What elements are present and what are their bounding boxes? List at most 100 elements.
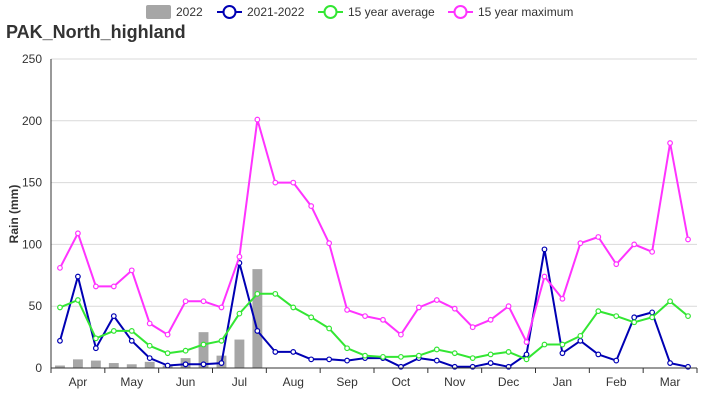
y-tick-label: 250 [22,52,42,66]
series-15-year-maximum-point [505,303,512,310]
y-tick-label: 50 [29,299,43,313]
series-2021-2022-line [59,248,689,368]
series-15-year-maximum-point [254,116,261,123]
series-15-year-average-point [290,304,297,311]
legend-item-15-year-maximum[interactable]: 15 year maximum [448,5,573,19]
legend[interactable]: 2022 2021-2022 15 year average 15 year maxi… [146,5,573,19]
series-15-year-maximum-point [344,307,350,313]
x-tick-label: Mar [660,375,681,389]
bar-2022 [126,364,137,368]
series-15-year-average-point [631,319,638,326]
series-2021-2022-point [254,328,261,334]
series-15-year-average-point [272,290,279,297]
series-15-year-maximum-point [487,316,494,323]
series-2021-2022-point [92,345,99,352]
series-15-year-average-point [541,341,548,348]
series-15-year-average-point [380,353,386,360]
legend-swatch-marker [222,5,237,19]
series-2021-2022-point [290,349,297,355]
series-15-year-maximum-point [559,295,566,302]
bar-2022 [108,363,119,368]
x-tick-label: Oct [392,375,411,389]
series-2021-2022-point [146,355,153,362]
series-15-year-average-point [362,352,368,359]
series-15-year-maximum-point [631,241,638,248]
series-15-year-average-point [218,337,225,344]
series-15-year-average-point [254,290,261,297]
x-tick-label: Feb [606,375,627,389]
bar-2022 [234,339,245,368]
series-15-year-maximum-point [236,253,243,260]
legend-item-15-year-average[interactable]: 15 year average [318,5,435,19]
series-15-year-average-point [128,328,135,334]
x-tick-label: Sep [336,375,358,389]
series-15-year-average-point [75,297,81,303]
series-15-year-maximum-point [110,283,117,290]
x-tick-label: Jul [232,375,247,389]
series-2021-2022-point [57,337,63,344]
x-tick-label: Apr [69,375,88,389]
series-15-year-average-point [559,341,566,348]
legend-swatch-marker [453,5,468,19]
bar-2022 [252,269,263,368]
series-2021-2022-point [577,337,584,344]
series-15-year-average-point [326,325,333,332]
series-15-year-average-point [667,298,673,305]
y-tick-label: 150 [22,176,42,190]
series-15-year-average-point [344,345,350,352]
series-2021-2022-point [487,360,494,366]
series-15-year-average-point [577,332,584,339]
series-15-year-average-point [182,347,189,354]
series-2021-2022-point [218,360,225,366]
series-15-year-maximum-point [92,283,99,290]
series-15-year-maximum-point [398,331,404,338]
series-15-year-average-point [685,313,691,319]
series-15-year-average [57,290,691,363]
legend-item-2022[interactable]: 2022 [146,5,203,19]
series-2021-2022-point [541,246,548,253]
series-15-year-average-point [398,353,404,360]
series-15-year-maximum-point [613,261,620,268]
x-tick-label: Nov [444,375,465,389]
series-15-year-maximum-point [415,304,422,311]
x-tick-label: Dec [498,375,519,389]
line-series-group [57,116,691,370]
legend-label: 2022 [176,5,203,19]
series-15-year-maximum-point [200,298,207,305]
series-2021-2022-point [523,351,530,358]
series-15-year-average-point [487,351,494,358]
series-15-year-maximum-point [380,316,386,323]
series-15-year-maximum-line [59,118,689,343]
series-2021-2022-point [433,357,440,364]
series-15-year-average-point [146,342,153,349]
x-tick-label: Jun [176,375,195,389]
series-15-year-maximum-point [57,264,63,271]
series-15-year-maximum-point [326,240,333,247]
series-15-year-maximum-point [308,203,315,209]
series-2021-2022-point [128,337,135,344]
y-tick-label: 100 [22,237,42,251]
series-2021-2022-point [308,356,315,363]
series-15-year-average-point [164,350,171,357]
series-15-year-average-point [92,335,99,342]
series-15-year-maximum-point [433,297,440,303]
x-tick-label: May [120,375,143,389]
series-15-year-average-line [59,292,689,361]
series-2021-2022-point [110,313,117,319]
bar-2022 [72,359,83,368]
legend-item-2021-2022[interactable]: 2021-2022 [217,5,305,19]
series-15-year-average-point [523,356,530,363]
series-15-year-average-point [110,328,117,334]
series-15-year-maximum-point [218,304,225,311]
series-15-year-average-point [200,341,207,348]
bar-2022 [198,332,209,368]
series-15-year-average-point [595,308,602,315]
series-15-year-average-point [451,350,458,357]
legend-label: 15 year average [348,5,435,19]
series-15-year-maximum-point [362,313,368,319]
series-2021-2022 [57,246,691,370]
series-2021-2022-point [182,361,189,368]
bar-2022 [55,365,65,368]
series-2021-2022-point [559,350,566,357]
